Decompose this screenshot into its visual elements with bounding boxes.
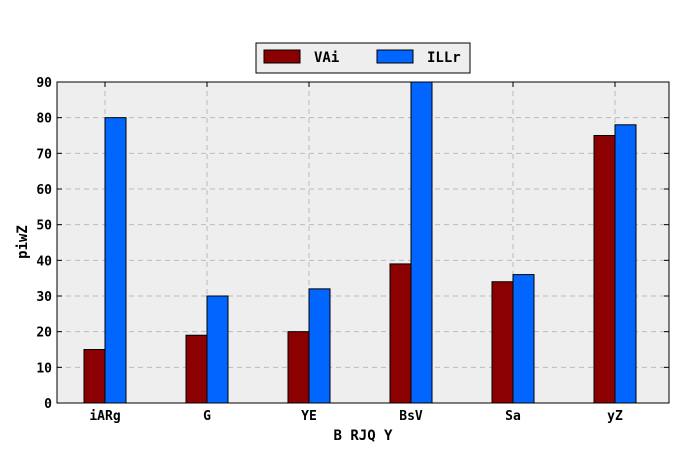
bar-vai-sa	[491, 281, 514, 404]
y-tick-label: 0	[44, 397, 52, 412]
y-tick-label: 10	[36, 361, 52, 376]
plot-background	[57, 82, 669, 403]
y-tick-label: 20	[36, 326, 52, 341]
y-tick-label: 90	[36, 76, 52, 91]
legend-swatch-illr	[376, 49, 414, 64]
bar-vai-bsv	[389, 263, 412, 404]
bar-vai-ye	[287, 331, 310, 404]
x-tick-label: G	[203, 409, 211, 424]
x-tick-label: Sa	[505, 409, 521, 424]
y-tick-label: 40	[36, 254, 52, 269]
bar-illr-yz	[614, 124, 637, 404]
bar-illr-g	[206, 295, 229, 404]
bar-vai-g	[185, 334, 208, 404]
y-tick-label: 80	[36, 112, 52, 127]
x-tick-label: iARg	[89, 409, 120, 424]
bar-vai-iarg	[83, 349, 106, 404]
plot-frame	[56, 81, 670, 404]
legend-label-vai: VAi	[314, 50, 339, 66]
x-tick-label: BsV	[399, 409, 423, 424]
y-tick-label: 30	[36, 290, 52, 305]
y-tick-label: 50	[36, 219, 52, 234]
legend: VAi ILLr	[255, 42, 471, 74]
gridlines	[57, 82, 669, 403]
bar-illr-ye	[308, 288, 331, 404]
x-axis-label: B RJQ Y	[333, 428, 393, 444]
y-tick-label: 60	[36, 183, 52, 198]
x-tick-label: yZ	[607, 409, 623, 424]
bar-vai-yz	[593, 135, 616, 404]
ticks: 0 10 20 30 40 50 60 70 80 90 iARg G YE BsV Sa yZ	[36, 76, 669, 424]
legend-label-illr: ILLr	[427, 50, 461, 66]
bar-illr-iarg	[104, 117, 127, 404]
legend-swatch-vai	[263, 49, 301, 64]
bar-illr-sa	[512, 274, 535, 404]
y-axis-label: piwZ	[15, 225, 31, 259]
bars	[83, 81, 637, 404]
bar-illr-bsv	[410, 81, 433, 404]
y-tick-label: 70	[36, 147, 52, 162]
x-tick-label: YE	[301, 409, 317, 424]
